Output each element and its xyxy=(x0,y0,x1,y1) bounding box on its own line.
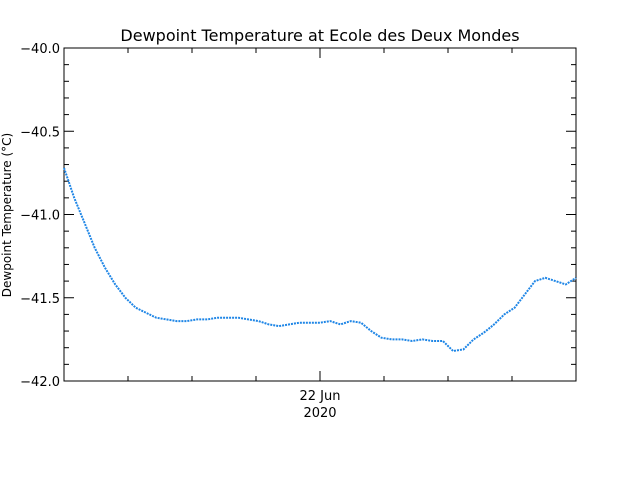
chart-title: Dewpoint Temperature at Ecole des Deux M… xyxy=(120,26,519,45)
x-axis: 22 Jun 2020 xyxy=(127,48,513,421)
x-tick-label-year: 2020 xyxy=(303,406,336,421)
x-tick-label-date: 22 Jun xyxy=(300,389,341,404)
y-tick-label: −41.0 xyxy=(20,209,60,224)
y-axis-label: Dewpoint Temperature (°C) xyxy=(0,133,14,297)
y-tick-label: −42.0 xyxy=(20,375,60,390)
series-line-dewpoint xyxy=(63,167,577,353)
plot-frame xyxy=(63,47,577,382)
y-tick-label: −40.0 xyxy=(20,42,60,57)
y-tick-label: −41.5 xyxy=(20,292,60,307)
y-tick-label: −40.5 xyxy=(20,125,60,140)
y-axis: −40.0 −40.5 −41.0 −41.5 −42.0 xyxy=(20,42,576,390)
